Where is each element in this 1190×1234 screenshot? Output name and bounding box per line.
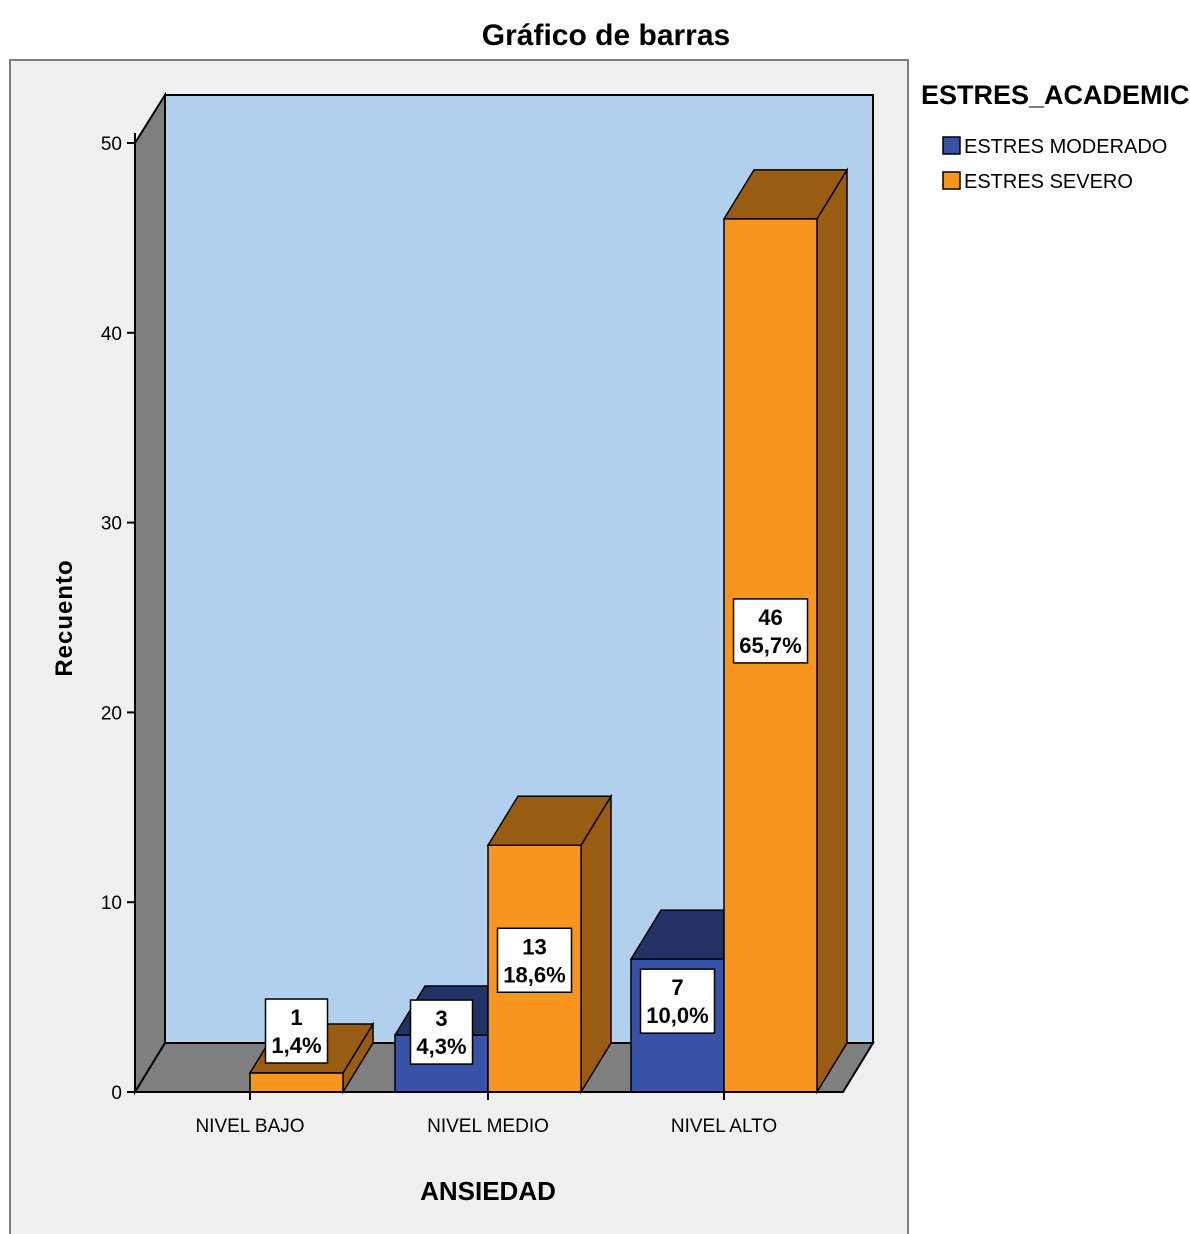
data-label-count: 1 <box>290 1005 302 1030</box>
x-tick-label: NIVEL MEDIO <box>427 1116 549 1137</box>
data-label-estres-severo-nivel-bajo: 1 1,4% <box>264 998 329 1064</box>
data-label-box <box>496 927 573 994</box>
x-tick-label: NIVEL BAJO <box>195 1116 304 1137</box>
data-label-percent: 4,3% <box>416 1034 466 1059</box>
y-tick-label: 0 <box>111 1083 122 1104</box>
data-label-estres-severo-nivel-medio: 13 18,6% <box>496 927 573 994</box>
data-label-percent: 1,4% <box>271 1033 321 1058</box>
data-label-box <box>732 598 809 664</box>
legend-title: ESTRES_ACADEMICO <box>921 80 1190 110</box>
y-axis-title: Recuento <box>51 559 78 676</box>
bar-front <box>249 1072 344 1093</box>
legend-label-estres-severo: ESTRES SEVERO <box>964 171 1133 193</box>
data-label-percent: 18,6% <box>503 962 565 987</box>
chart-title: Gráfico de barras <box>482 19 730 52</box>
y-tick-label: 40 <box>101 324 122 345</box>
data-label-box <box>264 998 329 1064</box>
data-label-box <box>639 968 716 1034</box>
data-label-estres-moderado-nivel-medio: 3 4,3% <box>409 999 474 1065</box>
data-label-count: 46 <box>758 605 782 630</box>
x-tick-label: NIVEL ALTO <box>671 1116 777 1137</box>
legend: ESTRES_ACADEMICO ESTRES MODERADO ESTRES … <box>921 80 1190 193</box>
legend-swatch-estres-severo <box>942 171 961 190</box>
data-labels-layer: 1 1,4% 3 4,3% 13 18,6% 7 10,0% 46 65,7% <box>264 598 809 1065</box>
data-label-estres-severo-nivel-alto: 46 65,7% <box>732 598 809 664</box>
x-axis-title: ANSIEDAD <box>420 1176 556 1206</box>
y-tick-label: 20 <box>101 703 122 724</box>
bar-side <box>580 793 612 1095</box>
data-label-percent: 10,0% <box>646 1003 708 1028</box>
data-label-box <box>409 999 474 1065</box>
data-label-percent: 65,7% <box>739 633 801 658</box>
y-tick-label: 30 <box>101 514 122 535</box>
plot-left-wall <box>134 91 166 1096</box>
data-label-estres-moderado-nivel-alto: 7 10,0% <box>639 968 716 1034</box>
data-label-count: 3 <box>435 1006 447 1031</box>
y-tick-label: 10 <box>101 893 122 914</box>
bar-side <box>816 167 848 1095</box>
legend-swatch-estres-moderado <box>942 136 961 155</box>
legend-label-estres-moderado: ESTRES MODERADO <box>964 136 1167 158</box>
y-axis: 0 10 20 30 40 50 <box>101 133 136 1104</box>
x-axis: NIVEL BAJO NIVEL MEDIO NIVEL ALTO <box>135 1091 843 1137</box>
data-label-count: 13 <box>522 934 546 959</box>
y-tick-label: 50 <box>101 134 122 155</box>
data-label-count: 7 <box>671 975 683 1000</box>
